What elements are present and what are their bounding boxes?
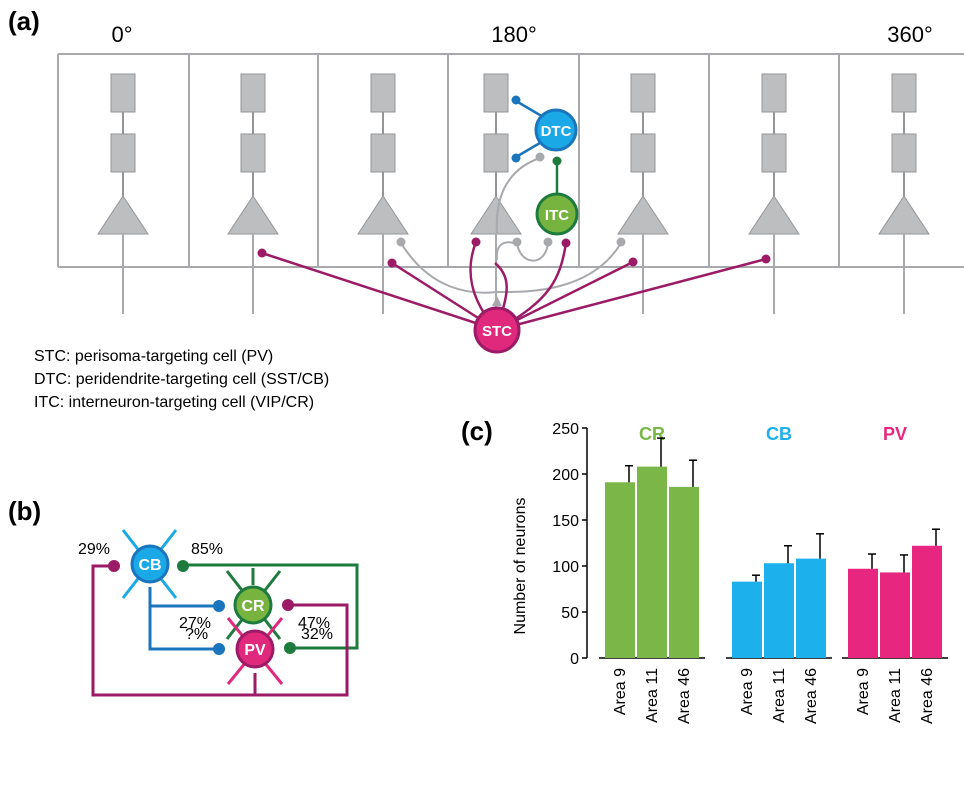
magenta-pathway <box>91 564 349 697</box>
x-tick-label: Area 11 <box>644 668 661 723</box>
column-grid <box>57 53 964 268</box>
pyramidal-neuron-5 <box>617 73 669 315</box>
pv-node-label: PV <box>244 642 266 659</box>
y-tick-label: 100 <box>552 559 579 576</box>
angle-label-180: 180° <box>491 22 537 47</box>
pv-blue-terminal <box>213 643 225 655</box>
bar-cb-0 <box>732 581 762 658</box>
pyramidal-neurons <box>97 73 930 315</box>
legend-itc: ITC: interneuron-targeting cell (VIP/CR) <box>34 394 314 411</box>
group-label-cr: CR <box>639 424 665 444</box>
x-tick-label: Area 46 <box>676 668 693 724</box>
pct-pv-blue: ?% <box>185 626 208 643</box>
pyramidal-neuron-7 <box>878 73 930 315</box>
stc-cell <box>473 306 521 354</box>
bar-cr-2 <box>669 486 699 658</box>
itc-label: ITC <box>545 207 569 224</box>
angle-label-0: 0° <box>111 22 132 47</box>
legend-dtc: DTC: peridendrite-targeting cell (SST/CB… <box>34 371 329 388</box>
cb-node-label: CB <box>138 557 161 574</box>
y-axis-label: Number of neurons <box>512 498 529 635</box>
panel-c-label: (c) <box>461 416 493 446</box>
x-tick-label: Area 11 <box>771 668 788 723</box>
gray-terminals <box>396 152 626 306</box>
bar-cb-2 <box>796 558 826 658</box>
panel-a: (a) 0° 180° 360° <box>8 6 964 411</box>
pv-green-terminal <box>284 642 296 654</box>
pyramidal-neuron-1 <box>97 73 149 315</box>
itc-cell <box>535 192 579 236</box>
green-pathway <box>186 563 359 650</box>
pv-node: PV <box>226 617 284 685</box>
pct-pv-green: 32% <box>301 626 333 643</box>
stc-terminals <box>257 237 771 268</box>
stc-label: STC <box>482 323 512 340</box>
panel-b-label: (b) <box>8 496 41 526</box>
dtc-label: DTC <box>541 123 572 140</box>
legend-stc: STC: perisoma-targeting cell (PV) <box>34 348 273 365</box>
pct-cr-blue: 27% <box>179 615 211 632</box>
x-tick-label: Area 46 <box>803 668 820 724</box>
group-label-pv: PV <box>883 424 907 444</box>
dtc-cell <box>534 108 578 152</box>
bar-cb-1 <box>764 563 794 658</box>
blue-pathway <box>148 587 214 651</box>
bar-cr-0 <box>605 482 635 658</box>
cr-node: CR <box>225 568 282 640</box>
pct-cr-magenta: 47% <box>298 615 330 632</box>
itc-terminal <box>552 156 562 166</box>
y-tick-label: 150 <box>552 513 579 530</box>
y-tick-label: 50 <box>561 605 579 622</box>
panel-b: (b) CB <box>8 496 359 697</box>
dtc-terminal-lower <box>511 153 521 163</box>
x-tick-label: Area 11 <box>887 668 904 723</box>
pyramidal-neuron-4 <box>470 73 522 315</box>
bar-cr-1 <box>637 466 667 658</box>
pyramidal-neuron-2 <box>227 73 279 315</box>
panel-a-label: (a) <box>8 6 40 36</box>
cr-blue-terminal <box>213 600 225 612</box>
x-tick-label: Area 9 <box>612 668 629 715</box>
y-tick-label: 200 <box>552 467 579 484</box>
panel-c: (c) Number of neurons 0 50 100 150 200 250 CR A… <box>461 416 948 724</box>
angle-label-360: 360° <box>887 22 933 47</box>
pyramidal-neuron-3 <box>357 73 409 315</box>
cr-node-label: CR <box>241 598 265 615</box>
cb-node: CB <box>121 529 178 599</box>
cb-output-terminal <box>177 560 189 572</box>
y-tick-label: 250 <box>552 421 579 438</box>
cr-magenta-terminal <box>282 599 294 611</box>
pct-cb-in: 29% <box>78 541 110 558</box>
x-tick-label: Area 9 <box>739 668 756 715</box>
pct-cb-out: 85% <box>191 541 223 558</box>
dtc-terminal-upper <box>511 95 521 105</box>
pyramidal-neuron-6 <box>748 73 800 315</box>
bar-pv-0 <box>848 568 878 658</box>
x-tick-label: Area 46 <box>919 668 936 724</box>
bar-pv-2 <box>912 545 942 658</box>
y-tick-label: 0 <box>570 651 579 668</box>
group-label-cb: CB <box>766 424 792 444</box>
bar-pv-1 <box>880 572 910 658</box>
x-tick-label: Area 9 <box>855 668 872 715</box>
cb-input-terminal <box>108 560 120 572</box>
bar-chart: 0 50 100 150 200 250 CR Area 9 Area 11 Area 46 CB A… <box>552 421 948 724</box>
